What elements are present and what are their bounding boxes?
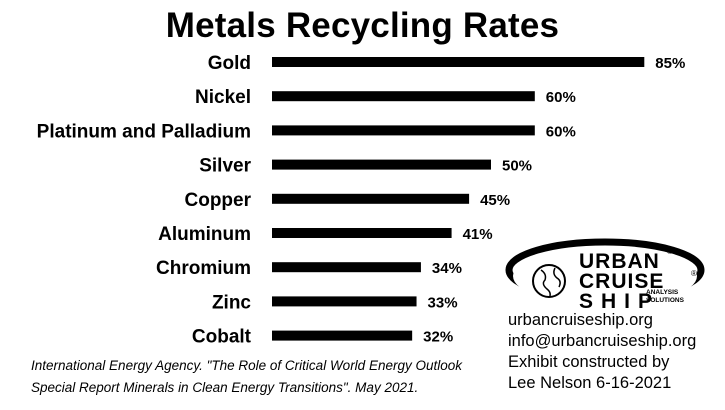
value-label-silver: 50% [502, 158, 532, 175]
logo-tagline-analysis: ANALYSIS [646, 289, 679, 296]
bar-copper [272, 193, 470, 204]
bar-nickel [272, 91, 535, 102]
website-text: urbancruiseship.org [508, 311, 653, 329]
category-label-zinc: Zinc [212, 292, 251, 313]
source-line-2: Special Report Minerals in Clean Energy … [31, 380, 419, 395]
chart-title: Metals Recycling Rates [165, 6, 560, 45]
category-label-aluminum: Aluminum [158, 224, 251, 245]
source-line-1: International Energy Agency. "The Role o… [31, 358, 462, 373]
value-label-chromium: 34% [432, 260, 462, 277]
bar-chromium [272, 262, 421, 273]
logo-word-cruise: CRUISE [579, 270, 664, 293]
email-text: info@urbancruiseship.org [508, 332, 697, 350]
value-label-nickel: 60% [546, 89, 576, 106]
category-label-platinum-and-palladium: Platinum and Palladium [37, 121, 251, 142]
category-label-gold: Gold [208, 53, 251, 74]
bar-aluminum [272, 228, 452, 238]
category-label-nickel: Nickel [195, 87, 251, 108]
logo-registered-mark-2: ® [691, 269, 697, 278]
value-label-gold: 85% [655, 55, 685, 72]
bar-cobalt [272, 330, 413, 341]
logo-word-urban: URBAN [579, 250, 660, 273]
logo-word-ship: SHIP [579, 290, 660, 310]
category-label-cobalt: Cobalt [192, 327, 252, 348]
value-label-platinum-and-palladium: 60% [546, 123, 576, 140]
value-label-cobalt: 32% [423, 329, 453, 346]
bar-gold [272, 57, 645, 67]
category-label-chromium: Chromium [156, 258, 251, 279]
credit-line-1: Exhibit constructed by [508, 353, 670, 371]
value-label-aluminum: 41% [463, 226, 493, 243]
logo-tagline-solutions: SOLUTIONS [646, 297, 685, 304]
category-label-silver: Silver [199, 156, 251, 177]
logo-globe-icon [532, 264, 566, 298]
contact-info: urbancruiseship.org info@urbancruiseship… [508, 310, 696, 394]
category-label-copper: Copper [185, 190, 252, 211]
bar-platinum-and-palladium [272, 125, 535, 136]
source-citation: International Energy Agency. "The Role o… [31, 355, 501, 399]
urban-cruise-ship-logo: URBAN CRUISE SHIP ANALYSIS SOLUTIONS ® ® [505, 238, 705, 310]
logo-registered-mark: ® [667, 247, 673, 256]
credit-line-2: Lee Nelson 6-16-2021 [508, 374, 672, 392]
value-label-zinc: 33% [428, 294, 458, 311]
value-label-copper: 45% [480, 192, 510, 209]
bar-zinc [272, 296, 417, 307]
bar-silver [272, 159, 491, 170]
